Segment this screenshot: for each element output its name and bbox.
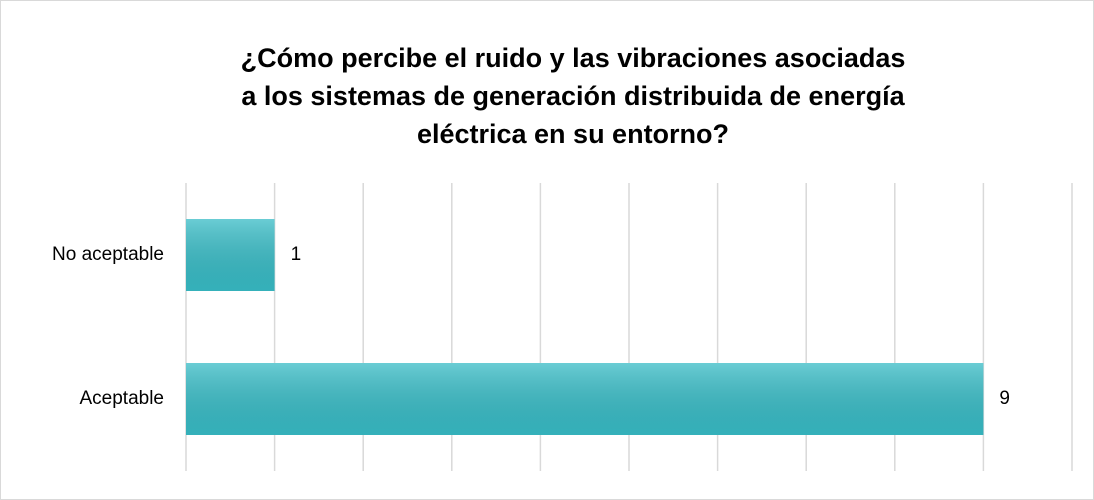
chart-title: ¿Cómo percibe el ruido y las vibraciones… <box>240 43 906 149</box>
data-label: 1 <box>291 244 302 265</box>
y-tick-label: No aceptable <box>52 244 164 265</box>
bar-shade <box>186 363 984 435</box>
data-label: 9 <box>999 388 1010 409</box>
y-tick-label: Aceptable <box>79 388 164 409</box>
bar-shade <box>186 219 275 291</box>
